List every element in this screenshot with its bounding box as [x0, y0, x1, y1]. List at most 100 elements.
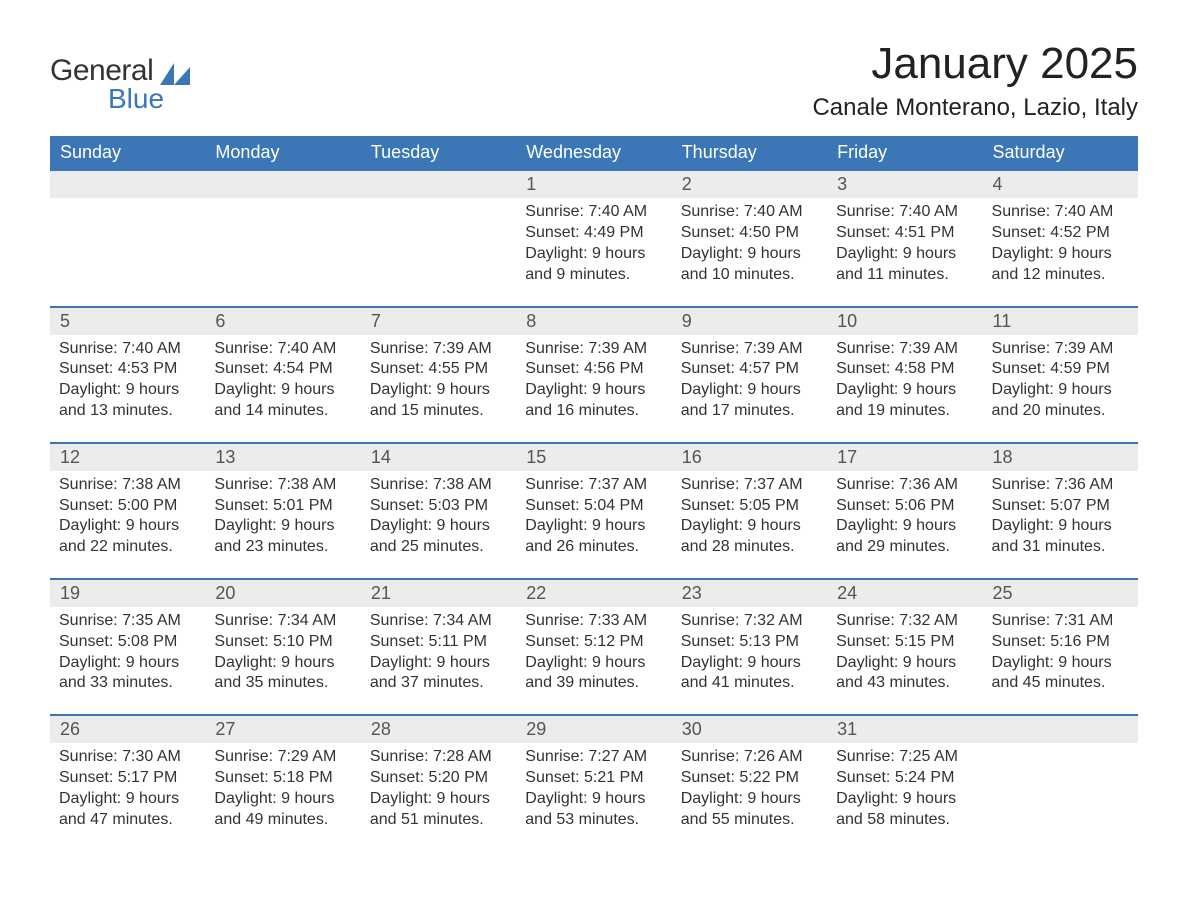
day-detail-line: and 29 minutes. [836, 537, 973, 558]
day-number: 21 [371, 583, 391, 603]
calendar-day [983, 716, 1138, 850]
day-number-row: 21 [361, 580, 516, 607]
day-detail-line: Sunrise: 7:40 AM [992, 202, 1129, 223]
day-detail-line: Daylight: 9 hours [214, 789, 351, 810]
day-detail-line: Sunrise: 7:30 AM [59, 747, 196, 768]
day-details: Sunrise: 7:26 AMSunset: 5:22 PMDaylight:… [678, 743, 821, 830]
day-number: 8 [526, 311, 536, 331]
day-detail-line: Sunrise: 7:39 AM [836, 339, 973, 360]
day-number-row: 22 [516, 580, 671, 607]
day-detail-line: Sunset: 5:05 PM [681, 496, 818, 517]
day-detail-line: and 31 minutes. [992, 537, 1129, 558]
calendar-day: 3Sunrise: 7:40 AMSunset: 4:51 PMDaylight… [827, 171, 982, 305]
location-subtitle: Canale Monterano, Lazio, Italy [812, 94, 1138, 122]
day-detail-line: Daylight: 9 hours [370, 516, 507, 537]
calendar-day: 17Sunrise: 7:36 AMSunset: 5:06 PMDayligh… [827, 444, 982, 578]
day-number: 31 [837, 719, 857, 739]
day-detail-line: Daylight: 9 hours [992, 516, 1129, 537]
day-detail-line: Sunrise: 7:40 AM [836, 202, 973, 223]
day-detail-line: Sunrise: 7:38 AM [214, 475, 351, 496]
day-number: 24 [837, 583, 857, 603]
day-detail-line: Sunrise: 7:28 AM [370, 747, 507, 768]
day-details: Sunrise: 7:32 AMSunset: 5:15 PMDaylight:… [833, 607, 976, 694]
day-detail-line: and 19 minutes. [836, 401, 973, 422]
day-number-row: 1 [516, 171, 671, 198]
day-number: 23 [682, 583, 702, 603]
day-detail-line: Sunset: 5:08 PM [59, 632, 196, 653]
day-number: 11 [993, 311, 1012, 331]
day-detail-line: Daylight: 9 hours [59, 789, 196, 810]
day-detail-line: and 47 minutes. [59, 810, 196, 831]
calendar-day: 6Sunrise: 7:40 AMSunset: 4:54 PMDaylight… [205, 308, 360, 442]
calendar-day [50, 171, 205, 305]
day-detail-line: Sunrise: 7:39 AM [525, 339, 662, 360]
day-number-row: 25 [983, 580, 1138, 607]
day-number-row: 5 [50, 308, 205, 335]
day-details: Sunrise: 7:34 AMSunset: 5:10 PMDaylight:… [211, 607, 354, 694]
day-detail-line: Daylight: 9 hours [836, 244, 973, 265]
day-detail-line: Sunset: 5:18 PM [214, 768, 351, 789]
day-detail-line: Sunrise: 7:26 AM [681, 747, 818, 768]
day-detail-line: Sunrise: 7:38 AM [59, 475, 196, 496]
day-detail-line: Sunset: 4:53 PM [59, 359, 196, 380]
day-details: Sunrise: 7:36 AMSunset: 5:06 PMDaylight:… [833, 471, 976, 558]
calendar-day: 27Sunrise: 7:29 AMSunset: 5:18 PMDayligh… [205, 716, 360, 850]
day-number: 4 [993, 174, 1003, 194]
calendar-week: 5Sunrise: 7:40 AMSunset: 4:53 PMDaylight… [50, 306, 1138, 442]
day-detail-line: Sunset: 4:56 PM [525, 359, 662, 380]
day-details: Sunrise: 7:30 AMSunset: 5:17 PMDaylight:… [56, 743, 199, 830]
day-of-week-cell: Monday [205, 136, 360, 169]
calendar-day: 29Sunrise: 7:27 AMSunset: 5:21 PMDayligh… [516, 716, 671, 850]
day-detail-line: Sunrise: 7:40 AM [214, 339, 351, 360]
day-detail-line: Daylight: 9 hours [681, 653, 818, 674]
header-block: General Blue January 2025 Canale Montera… [50, 40, 1138, 122]
day-detail-line: Sunset: 5:01 PM [214, 496, 351, 517]
day-detail-line: and 43 minutes. [836, 673, 973, 694]
day-detail-line: Sunset: 4:52 PM [992, 223, 1129, 244]
day-detail-line: Sunrise: 7:40 AM [525, 202, 662, 223]
day-detail-line: Sunrise: 7:25 AM [836, 747, 973, 768]
day-detail-line: Sunrise: 7:38 AM [370, 475, 507, 496]
day-detail-line: and 13 minutes. [59, 401, 196, 422]
day-detail-line: Daylight: 9 hours [370, 380, 507, 401]
day-detail-line: Daylight: 9 hours [214, 516, 351, 537]
brand-blue-label: Blue [108, 85, 190, 113]
day-detail-line: Daylight: 9 hours [681, 244, 818, 265]
day-number-row: 16 [672, 444, 827, 471]
day-detail-line: Daylight: 9 hours [992, 653, 1129, 674]
calendar-day: 7Sunrise: 7:39 AMSunset: 4:55 PMDaylight… [361, 308, 516, 442]
day-number: 7 [371, 311, 381, 331]
day-detail-line: Daylight: 9 hours [525, 244, 662, 265]
day-detail-line: Sunrise: 7:27 AM [525, 747, 662, 768]
day-detail-line: Daylight: 9 hours [992, 244, 1129, 265]
day-number-row: 10 [827, 308, 982, 335]
day-number-row: 14 [361, 444, 516, 471]
month-title: January 2025 [812, 40, 1138, 88]
calendar-day: 30Sunrise: 7:26 AMSunset: 5:22 PMDayligh… [672, 716, 827, 850]
day-details: Sunrise: 7:39 AMSunset: 4:56 PMDaylight:… [522, 335, 665, 422]
day-detail-line: Daylight: 9 hours [59, 653, 196, 674]
day-details: Sunrise: 7:40 AMSunset: 4:53 PMDaylight:… [56, 335, 199, 422]
day-number-row: 8 [516, 308, 671, 335]
calendar-day: 20Sunrise: 7:34 AMSunset: 5:10 PMDayligh… [205, 580, 360, 714]
day-number-row: 30 [672, 716, 827, 743]
day-of-week-cell: Tuesday [361, 136, 516, 169]
day-detail-line: Sunset: 5:15 PM [836, 632, 973, 653]
day-detail-line: Daylight: 9 hours [370, 789, 507, 810]
day-detail-line: and 11 minutes. [836, 265, 973, 286]
day-detail-line: and 41 minutes. [681, 673, 818, 694]
day-number-row: 19 [50, 580, 205, 607]
day-detail-line: Sunrise: 7:37 AM [681, 475, 818, 496]
calendar-day: 4 Sunrise: 7:40 AMSunset: 4:52 PMDaylight… [983, 171, 1138, 305]
day-detail-line: and 22 minutes. [59, 537, 196, 558]
calendar-week: 12Sunrise: 7:38 AMSunset: 5:00 PMDayligh… [50, 442, 1138, 578]
day-detail-line: Sunset: 5:22 PM [681, 768, 818, 789]
day-number-row: 29 [516, 716, 671, 743]
day-number-row: 2 [672, 171, 827, 198]
day-number-row: 4 [983, 171, 1138, 198]
calendar-day: 28Sunrise: 7:28 AMSunset: 5:20 PMDayligh… [361, 716, 516, 850]
day-detail-line: Sunrise: 7:36 AM [836, 475, 973, 496]
day-number-row: 7 [361, 308, 516, 335]
day-of-week-cell: Wednesday [516, 136, 671, 169]
day-of-week-cell: Saturday [983, 136, 1138, 169]
